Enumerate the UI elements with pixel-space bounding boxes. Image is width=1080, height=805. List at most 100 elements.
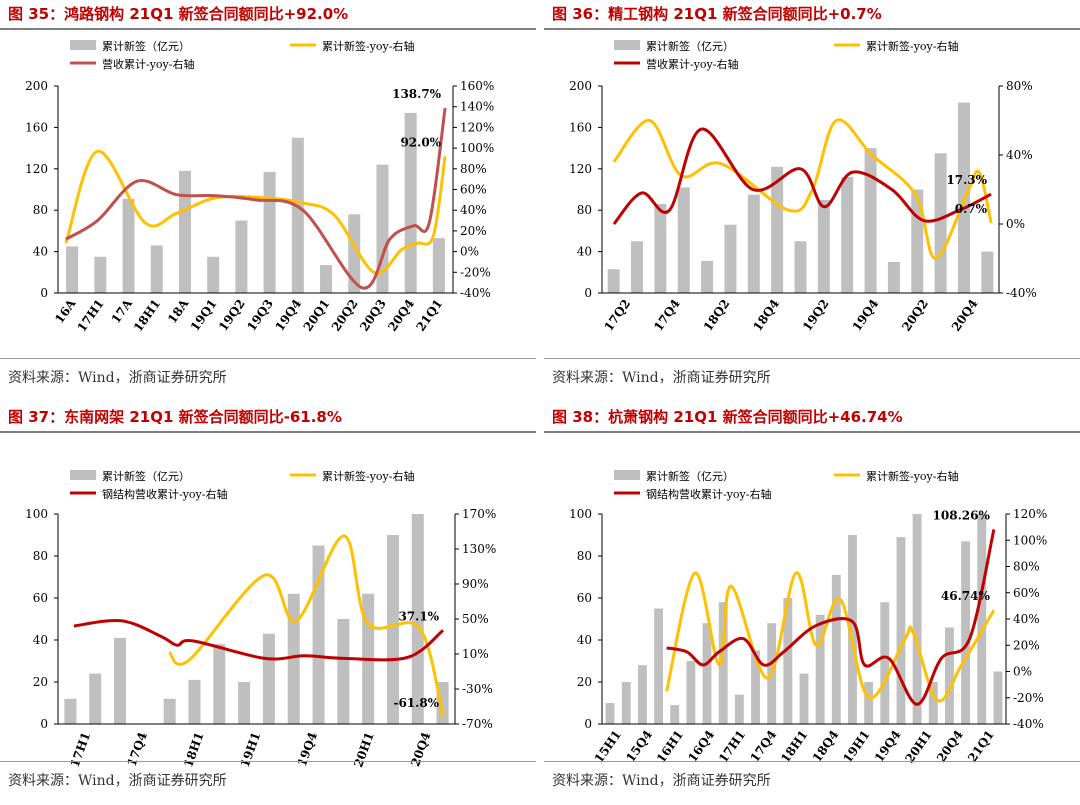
series-line-yoy-rev xyxy=(666,529,996,706)
series-line-yoy-new xyxy=(64,149,447,275)
series-line-yoy-rev xyxy=(612,127,992,225)
legend-label-bars: 累计新签（亿元） xyxy=(102,39,190,53)
legend-label-yoy-rev: 钢结构营收累计-yoy-右轴 xyxy=(646,487,771,501)
y-tick-label-left: 200 xyxy=(569,79,592,93)
bar xyxy=(831,574,841,724)
bar xyxy=(815,614,825,724)
y-tick-label-right: -40% xyxy=(1013,717,1044,731)
y-tick-label-left: 60 xyxy=(577,591,592,605)
data-label: 0.7% xyxy=(955,202,988,216)
x-tick-label: 19H1 xyxy=(840,728,872,766)
bar xyxy=(794,241,807,293)
legend-label-yoy-rev: 营收累计-yoy-右轴 xyxy=(102,57,195,71)
y-tick-label-right: 80% xyxy=(1006,79,1033,93)
bar xyxy=(163,698,176,724)
source-note: 资料来源：Wind，浙商证券研究所 xyxy=(552,370,771,386)
bar xyxy=(864,682,874,724)
bar xyxy=(799,673,809,724)
y-tick-label-right: -20% xyxy=(1013,691,1044,705)
series-line-yoy-new xyxy=(168,534,445,718)
x-tick-label: 20Q4 xyxy=(949,297,981,334)
y-tick-label-right: 60% xyxy=(1013,586,1040,600)
legend-label-yoy-new: 累计新签-yoy-右轴 xyxy=(322,469,415,483)
legend-label-yoy-new: 累计新签-yoy-右轴 xyxy=(322,39,415,53)
bar xyxy=(605,703,615,724)
series-line-yoy-new xyxy=(665,571,996,703)
bar xyxy=(631,241,644,293)
bar xyxy=(912,514,922,724)
y-tick-label-right: 160% xyxy=(460,79,494,93)
data-label: 46.74% xyxy=(941,589,991,603)
y-tick-label-left: 100 xyxy=(569,507,592,521)
legend-label-yoy-new: 累计新签-yoy-右轴 xyxy=(866,469,959,483)
bar xyxy=(287,593,300,724)
legend-swatch-bars xyxy=(614,470,640,480)
bar xyxy=(993,671,1003,724)
bar xyxy=(411,514,424,724)
x-tick-label: 16H1 xyxy=(654,728,686,766)
y-tick-label-left: 100 xyxy=(25,507,48,521)
chart-title: 图 37：东南网架 21Q1 新签合同额同比-61.8% xyxy=(8,408,342,426)
title-rule xyxy=(544,28,1080,30)
source-note: 资料来源：Wind，浙商证券研究所 xyxy=(8,370,227,386)
y-tick-label-left: 120 xyxy=(569,162,592,176)
x-tick-label: 17H1 xyxy=(68,730,94,769)
y-tick-label-left: 20 xyxy=(577,675,592,689)
bar xyxy=(654,608,664,724)
y-tick-label-left: 40 xyxy=(577,633,592,647)
x-tick-label: 17H1 xyxy=(74,297,106,335)
bar xyxy=(188,679,201,724)
y-tick-label-left: 80 xyxy=(33,203,48,217)
x-tick-label: 17Q4 xyxy=(651,297,683,334)
y-tick-label-left: 80 xyxy=(577,203,592,217)
chart-title: 图 38：杭萧钢构 21Q1 新签合同额同比+46.74% xyxy=(552,408,903,426)
x-tick-label: 19Q4 xyxy=(872,728,904,765)
bar xyxy=(896,537,906,724)
data-label: 92.0% xyxy=(400,135,441,149)
legend-swatch-bars xyxy=(70,470,96,480)
legend-label-bars: 累计新签（亿元） xyxy=(646,469,734,483)
y-tick-label-right: 10% xyxy=(462,647,489,661)
y-tick-label-right: 0% xyxy=(1006,217,1025,231)
bar xyxy=(981,251,994,293)
x-tick-label: 20H1 xyxy=(902,728,934,766)
legend-label-yoy-new: 累计新签-yoy-右轴 xyxy=(866,39,959,53)
bar xyxy=(94,256,107,293)
bar xyxy=(911,189,924,293)
panel-fig35: 图 35：鸿路钢构 21Q1 新签合同额同比+92.0% 累计新签（亿元） 累计新… xyxy=(0,0,536,402)
x-tick-label: 20Q4 xyxy=(934,728,966,765)
legend-swatch-bars xyxy=(70,40,96,50)
y-tick-label-right: 20% xyxy=(1013,638,1040,652)
y-tick-label-left: 160 xyxy=(569,120,592,134)
y-tick-label-left: 40 xyxy=(33,245,48,259)
y-tick-label-left: 80 xyxy=(577,549,592,563)
bar xyxy=(686,661,696,724)
x-tick-label: 19Q4 xyxy=(850,297,882,334)
data-label: -61.8% xyxy=(393,696,439,710)
bar xyxy=(977,514,987,724)
y-tick-label-right: 170% xyxy=(462,507,496,521)
x-tick-label: 21Q1 xyxy=(414,297,446,334)
x-tick-label: 18H1 xyxy=(181,730,207,769)
y-tick-label-left: 120 xyxy=(25,162,48,176)
series-line-yoy-rev xyxy=(65,107,447,290)
title-rule xyxy=(0,28,536,30)
chart-title: 图 35：鸿路钢构 21Q1 新签合同额同比+92.0% xyxy=(8,5,349,23)
y-tick-label-right: 40% xyxy=(1013,612,1040,626)
bar xyxy=(207,256,220,293)
bar xyxy=(263,171,276,293)
bar xyxy=(718,602,728,724)
y-tick-label-right: 0% xyxy=(460,245,479,259)
bar xyxy=(928,682,938,724)
source-rule xyxy=(0,761,536,762)
bar xyxy=(114,637,127,724)
source-rule xyxy=(544,761,1080,762)
bar xyxy=(348,214,361,293)
